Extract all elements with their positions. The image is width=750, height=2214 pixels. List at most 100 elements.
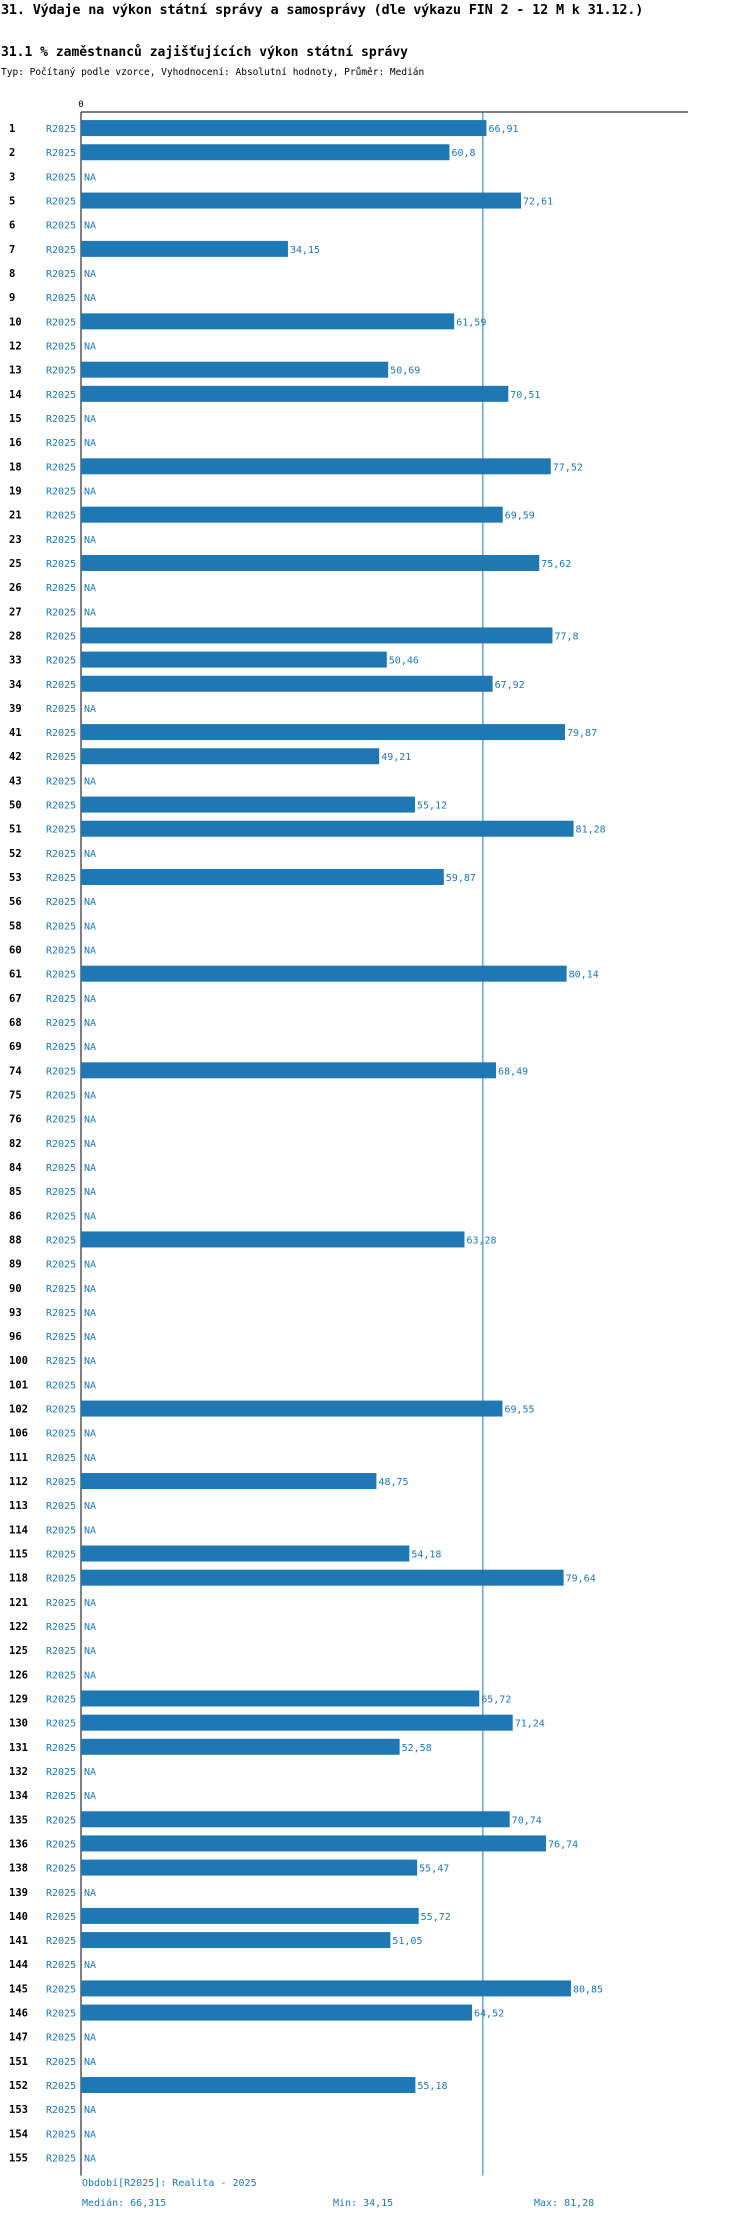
bar-value-label: 70,74	[512, 1815, 542, 1826]
row-period-label: R2025	[46, 1380, 76, 1391]
bar-value-label: 79,87	[567, 728, 597, 739]
row-label: 50	[9, 800, 22, 812]
row-period-label: R2025	[46, 752, 76, 763]
row-period-label: R2025	[46, 631, 76, 642]
na-label: NA	[84, 221, 96, 232]
bar	[81, 2077, 416, 2094]
bar-value-label: 60,8	[451, 148, 475, 159]
row-period-label: R2025	[46, 245, 76, 256]
row-period-label: R2025	[46, 390, 76, 401]
bar-value-label: 69,59	[505, 511, 535, 522]
row-label: 122	[9, 1621, 28, 1633]
row-label: 118	[9, 1573, 28, 1585]
na-label: NA	[84, 2129, 96, 2140]
row-label: 152	[9, 2080, 28, 2092]
na-label: NA	[84, 607, 96, 618]
chart-subtitle: 31.1 % zaměstnanců zajišťujících výkon s…	[1, 45, 408, 60]
na-label: NA	[84, 1791, 96, 1802]
na-label: NA	[84, 1525, 96, 1536]
row-label: 154	[9, 2128, 28, 2140]
row-period-label: R2025	[46, 1501, 76, 1512]
na-label: NA	[84, 1018, 96, 1029]
row-period-label: R2025	[46, 1960, 76, 1971]
na-label: NA	[84, 172, 96, 183]
page-title: 31. Výdaje na výkon státní správy a samo…	[1, 2, 644, 18]
row-label: 25	[9, 558, 22, 570]
row-period-label: R2025	[46, 1308, 76, 1319]
row-label: 89	[9, 1259, 22, 1271]
row-period-label: R2025	[46, 946, 76, 957]
bar	[81, 796, 416, 813]
row-label: 134	[9, 1790, 28, 1802]
row-label: 43	[9, 775, 22, 787]
na-label: NA	[84, 1622, 96, 1633]
row-label: 9	[9, 292, 15, 304]
row-label: 69	[9, 1041, 22, 1053]
na-label: NA	[84, 1453, 96, 1464]
row-label: 102	[9, 1404, 28, 1416]
row-period-label: R2025	[46, 366, 76, 377]
row-label: 51	[9, 824, 22, 836]
row-label: 100	[9, 1355, 28, 1367]
row-label: 58	[9, 920, 22, 932]
row-label: 112	[9, 1476, 28, 1488]
bar-value-label: 55,12	[417, 801, 447, 812]
bar	[81, 192, 522, 209]
bar	[81, 724, 566, 741]
na-label: NA	[84, 1501, 96, 1512]
row-label: 28	[9, 630, 22, 642]
bar-value-label: 48,75	[378, 1477, 408, 1488]
row-label: 52	[9, 848, 22, 860]
bar	[81, 627, 553, 644]
row-period-label: R2025	[46, 776, 76, 787]
row-label: 5	[9, 196, 15, 208]
row-period-label: R2025	[46, 607, 76, 618]
bar	[81, 506, 503, 523]
bar-value-label: 69,55	[504, 1405, 534, 1416]
row-label: 106	[9, 1428, 28, 1440]
row-period-label: R2025	[46, 583, 76, 594]
na-label: NA	[84, 1042, 96, 1053]
bar	[81, 1811, 510, 1828]
bar-value-label: 67,92	[495, 680, 525, 691]
bar	[81, 313, 455, 330]
row-label: 27	[9, 606, 22, 618]
row-label: 26	[9, 582, 22, 594]
row-label: 76	[9, 1114, 22, 1126]
row-period-label: R2025	[46, 1670, 76, 1681]
row-period-label: R2025	[46, 124, 76, 135]
bar-value-label: 34,15	[290, 245, 320, 256]
na-label: NA	[84, 1380, 96, 1391]
row-label: 132	[9, 1766, 28, 1778]
row-period-label: R2025	[46, 897, 76, 908]
na-label: NA	[84, 704, 96, 715]
row-period-label: R2025	[46, 1839, 76, 1850]
row-label: 147	[9, 2032, 28, 2044]
row-label: 140	[9, 1911, 28, 1923]
row-period-label: R2025	[46, 1767, 76, 1778]
row-period-label: R2025	[46, 2129, 76, 2140]
row-period-label: R2025	[46, 1936, 76, 1947]
footer-period: Období[R2025]: Realita - 2025	[82, 2178, 257, 2189]
row-label: 2	[9, 147, 15, 159]
row-label: 136	[9, 1838, 28, 1850]
na-label: NA	[84, 486, 96, 497]
row-period-label: R2025	[46, 728, 76, 739]
row-label: 101	[9, 1379, 28, 1391]
footer-max: Max: 81,28	[534, 2198, 595, 2209]
bar	[81, 120, 487, 137]
row-period-label: R2025	[46, 1598, 76, 1609]
na-label: NA	[84, 1332, 96, 1343]
row-label: 67	[9, 993, 22, 1005]
row-period-label: R2025	[46, 1405, 76, 1416]
row-period-label: R2025	[46, 342, 76, 353]
na-label: NA	[84, 1139, 96, 1150]
row-period-label: R2025	[46, 680, 76, 691]
footer-min: Min: 34,15	[333, 2198, 394, 2209]
row-label: 84	[9, 1162, 22, 1174]
na-label: NA	[84, 1429, 96, 1440]
bar	[81, 1980, 571, 1997]
row-period-label: R2025	[46, 1574, 76, 1585]
row-period-label: R2025	[46, 1815, 76, 1826]
bar-value-label: 50,46	[389, 656, 419, 667]
